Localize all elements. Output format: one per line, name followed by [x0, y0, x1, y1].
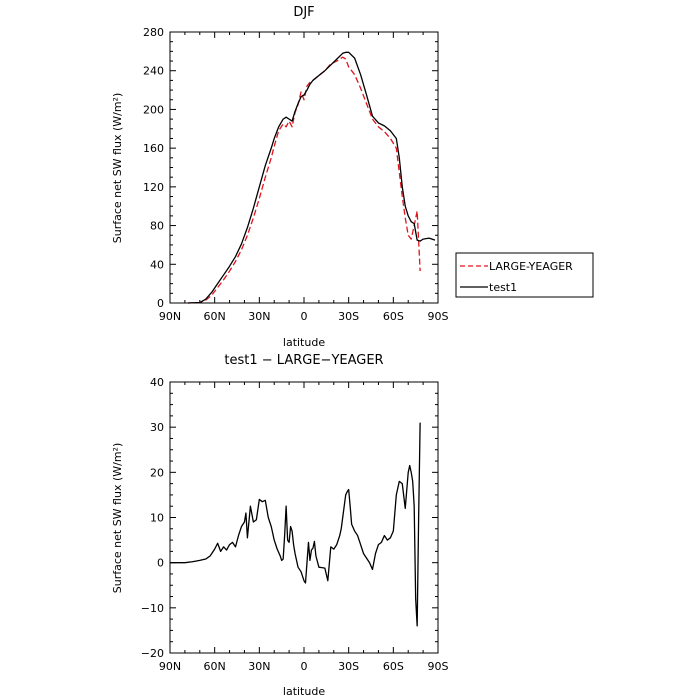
top-x-tick-label: 90N	[159, 310, 181, 323]
bottom-y-tick-label: 10	[150, 512, 164, 525]
top-x-tick-label: 60S	[383, 310, 404, 323]
bottom-chart-title: test1 − LARGE−YEAGER	[224, 353, 383, 368]
top-y-tick-label: 240	[143, 65, 164, 78]
top-x-tick-label: 60N	[204, 310, 226, 323]
top-y-tick-label: 200	[143, 103, 164, 116]
bottom-series-lines	[170, 422, 421, 627]
top-plot-frame	[169, 31, 439, 304]
top-axis-ticks: 90N 60N 30N 0 30S 60S 90S 0 40 80 120 160 200 240 280	[143, 26, 449, 323]
bottom-y-tick-label: 40	[150, 376, 164, 389]
bottom-x-tick-label: 60N	[204, 660, 226, 673]
top-y-tick-label: 160	[143, 142, 164, 155]
bottom-chart: test1 − LARGE−YEAGER 90N 60N 30N 0 30S 60S 90S…	[111, 353, 449, 698]
top-chart-title: DJF	[293, 5, 314, 20]
top-y-axis-label: Surface net SW flux (W/m²)	[111, 93, 124, 244]
bottom-y-tick-label: 20	[150, 466, 164, 479]
bottom-axis-ticks: 90N 60N 30N 0 30S 60S 90S −20 −10 0 10 20 30 40	[141, 376, 449, 673]
top-x-axis-label: latitude	[283, 336, 325, 349]
top-x-tick-label: 30N	[248, 310, 270, 323]
bottom-y-tick-label: 30	[150, 421, 164, 434]
legend-label-test1: test1	[489, 281, 517, 294]
bottom-y-tick-label: −20	[141, 647, 164, 660]
top-x-tick-label: 30S	[338, 310, 359, 323]
bottom-y-axis-label: Surface net SW flux (W/m²)	[111, 443, 124, 594]
bottom-plot-frame	[169, 381, 439, 654]
top-y-tick-label: 280	[143, 26, 164, 39]
top-y-tick-label: 40	[150, 258, 164, 271]
legend-label-large-yeager: LARGE-YEAGER	[489, 260, 573, 273]
top-series-line-test1	[187, 51, 436, 304]
top-y-tick-label: 80	[150, 220, 164, 233]
legend: LARGE-YEAGER test1	[455, 252, 594, 298]
bottom-y-tick-label: 0	[157, 557, 164, 570]
bottom-x-tick-label: 30S	[338, 660, 359, 673]
top-chart: DJF 90N 60N 30N 0 30S 60S 90S 0 40 80 120 160 200 240…	[111, 5, 449, 349]
bottom-x-tick-label: 90N	[159, 660, 181, 673]
top-x-tick-label: 90S	[428, 310, 449, 323]
top-series-lines	[187, 51, 436, 304]
bottom-y-tick-label: −10	[141, 602, 164, 615]
bottom-x-axis-label: latitude	[283, 685, 325, 698]
top-x-tick-label: 0	[301, 310, 308, 323]
bottom-x-tick-label: 60S	[383, 660, 404, 673]
bottom-x-tick-label: 0	[301, 660, 308, 673]
bottom-series-line-0	[170, 422, 421, 627]
top-y-tick-label: 120	[143, 181, 164, 194]
legend-box	[455, 252, 594, 298]
top-series-line-large-yeager	[187, 56, 421, 304]
bottom-x-tick-label: 90S	[428, 660, 449, 673]
top-y-tick-label: 0	[157, 297, 164, 310]
bottom-x-tick-label: 30N	[248, 660, 270, 673]
